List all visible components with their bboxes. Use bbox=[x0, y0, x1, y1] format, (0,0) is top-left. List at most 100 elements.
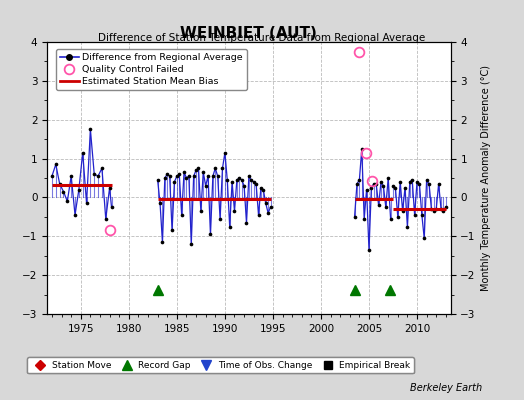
Point bbox=[249, 179, 258, 185]
Point bbox=[401, 184, 409, 191]
Point bbox=[261, 200, 270, 206]
Point bbox=[351, 214, 359, 220]
Text: Berkeley Earth: Berkeley Earth bbox=[410, 383, 482, 393]
Point bbox=[98, 165, 106, 172]
Point bbox=[427, 206, 435, 212]
Point bbox=[418, 212, 426, 218]
Point bbox=[192, 167, 200, 174]
Point bbox=[396, 179, 405, 185]
Point bbox=[242, 220, 250, 226]
Point bbox=[420, 235, 429, 242]
Point bbox=[180, 169, 188, 175]
Point bbox=[102, 216, 110, 222]
Point bbox=[107, 204, 116, 210]
Point bbox=[363, 186, 371, 193]
Point bbox=[175, 171, 183, 177]
Point bbox=[225, 223, 234, 230]
Point bbox=[59, 188, 68, 195]
Point bbox=[257, 184, 265, 191]
Point bbox=[219, 165, 227, 172]
Point bbox=[432, 206, 440, 212]
Point bbox=[437, 206, 445, 212]
Point bbox=[194, 165, 203, 172]
Point bbox=[403, 223, 411, 230]
Point bbox=[163, 171, 171, 177]
Point bbox=[355, 177, 364, 183]
Point bbox=[434, 181, 443, 187]
Point bbox=[63, 198, 71, 204]
Point bbox=[90, 171, 99, 177]
Point bbox=[415, 181, 423, 187]
Point bbox=[372, 181, 380, 187]
Point bbox=[156, 200, 164, 206]
Point bbox=[48, 173, 56, 179]
Point bbox=[211, 165, 220, 172]
Point bbox=[442, 204, 450, 210]
Point bbox=[391, 184, 400, 191]
Point bbox=[413, 179, 421, 185]
Point bbox=[353, 181, 361, 187]
Point bbox=[240, 182, 248, 189]
Point bbox=[425, 181, 433, 187]
Point bbox=[252, 181, 260, 187]
Point bbox=[369, 181, 378, 187]
Point bbox=[184, 173, 193, 179]
Point bbox=[71, 212, 79, 218]
Point bbox=[158, 239, 167, 245]
Point bbox=[75, 186, 83, 193]
Point bbox=[67, 173, 75, 179]
Point bbox=[82, 200, 91, 206]
Point bbox=[56, 181, 64, 187]
Point bbox=[196, 208, 205, 214]
Point bbox=[161, 175, 169, 181]
Point bbox=[187, 241, 195, 247]
Point bbox=[172, 173, 181, 179]
Point bbox=[375, 202, 383, 208]
Point bbox=[206, 231, 215, 238]
Point bbox=[213, 173, 222, 179]
Point bbox=[154, 177, 162, 183]
Point bbox=[406, 179, 414, 185]
Point bbox=[247, 177, 256, 183]
Point bbox=[394, 214, 402, 220]
Point bbox=[199, 169, 208, 175]
Point bbox=[367, 184, 376, 191]
Point bbox=[384, 175, 392, 181]
Point bbox=[204, 173, 212, 179]
Point bbox=[422, 177, 431, 183]
Point bbox=[259, 186, 268, 193]
Point bbox=[52, 161, 60, 168]
Legend: Station Move, Record Gap, Time of Obs. Change, Empirical Break: Station Move, Record Gap, Time of Obs. C… bbox=[27, 357, 414, 374]
Point bbox=[381, 204, 390, 210]
Point bbox=[408, 177, 417, 183]
Point bbox=[94, 173, 102, 179]
Point bbox=[79, 150, 87, 156]
Point bbox=[410, 212, 419, 218]
Point bbox=[170, 179, 179, 185]
Point bbox=[166, 173, 174, 179]
Point bbox=[439, 208, 447, 214]
Text: Difference of Station Temperature Data from Regional Average: Difference of Station Temperature Data f… bbox=[99, 33, 425, 43]
Point bbox=[254, 212, 263, 218]
Point bbox=[264, 210, 272, 216]
Y-axis label: Monthly Temperature Anomaly Difference (°C): Monthly Temperature Anomaly Difference (… bbox=[481, 65, 492, 291]
Title: WEINBIET (AUT): WEINBIET (AUT) bbox=[180, 26, 318, 41]
Point bbox=[182, 175, 191, 181]
Point bbox=[389, 182, 397, 189]
Point bbox=[235, 175, 244, 181]
Point bbox=[105, 184, 114, 191]
Point bbox=[190, 173, 198, 179]
Point bbox=[230, 208, 238, 214]
Point bbox=[178, 212, 186, 218]
Point bbox=[237, 177, 246, 183]
Point bbox=[379, 182, 388, 189]
Point bbox=[430, 208, 438, 214]
Point bbox=[365, 247, 373, 253]
Point bbox=[201, 182, 210, 189]
Point bbox=[245, 173, 253, 179]
Point bbox=[221, 150, 229, 156]
Point bbox=[357, 146, 366, 152]
Point bbox=[168, 227, 176, 234]
Point bbox=[386, 216, 395, 222]
Point bbox=[223, 177, 232, 183]
